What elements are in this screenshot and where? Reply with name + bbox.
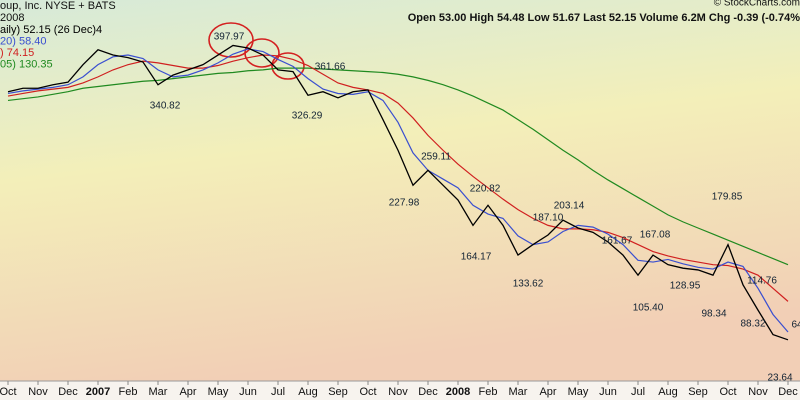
annotation: 88.32 <box>740 319 765 330</box>
x-tick-label: Jun <box>239 386 257 398</box>
annotation: 98.34 <box>701 309 726 320</box>
quote: Open 53.00 High 54.48 Low 51.67 Last 52.… <box>408 12 800 24</box>
moving-average <box>7 67 789 266</box>
annotation: 203.14 <box>554 201 585 212</box>
x-tick-label: Jun <box>599 386 617 398</box>
x-tick-label: Oct <box>719 386 736 398</box>
legend-entry: 05) 130.35 <box>0 58 53 70</box>
x-tick-label: Mar <box>509 386 528 398</box>
legend-entry: 20) 58.40 <box>0 35 46 47</box>
x-tick-label: Aug <box>298 386 318 398</box>
chart-title: oup, Inc. NYSE + BATS <box>0 0 116 12</box>
annotation: 179.85 <box>712 192 743 203</box>
x-tick-label: Apr <box>539 386 556 398</box>
annotation: 361.66 <box>315 62 346 73</box>
annotation: 220.82 <box>470 184 501 195</box>
x-tick-label: Jul <box>631 386 645 398</box>
annotation: 64 <box>791 320 800 331</box>
circle <box>271 52 305 80</box>
x-tick-label: 2008 <box>446 386 470 398</box>
x-tick-label: Dec <box>778 386 798 398</box>
x-tick-label: Nov <box>388 386 408 398</box>
moving-average <box>7 48 789 333</box>
annotation: 259.11 <box>421 152 451 163</box>
annotation: 105.40 <box>633 303 664 314</box>
x-tick-label: Oct <box>0 386 17 398</box>
x-tick-label: Apr <box>179 386 196 398</box>
annotation: 167.08 <box>640 230 671 241</box>
x-tick-label: Oct <box>359 386 376 398</box>
x-tick-label: Aug <box>658 386 678 398</box>
annotation: 397.97 <box>214 32 245 43</box>
annotation: 114.76 <box>747 276 777 287</box>
x-tick-label: Feb <box>119 386 138 398</box>
x-tick-label: Sep <box>328 386 348 398</box>
x-tick-label: Nov <box>28 386 48 398</box>
x-tick-label: Feb <box>479 386 498 398</box>
annotation: 133.62 <box>513 279 544 290</box>
x-tick-label: Jul <box>271 386 285 398</box>
x-tick-label: Dec <box>58 386 78 398</box>
legend-entry: ) 74.15 <box>0 47 34 59</box>
annotation: 340.82 <box>150 101 181 112</box>
annotation: 23.64 <box>767 373 792 384</box>
moving-average <box>7 54 789 302</box>
annotation: 187.10 <box>533 213 564 224</box>
highlight-circles <box>208 22 305 80</box>
x-tick-label: 2007 <box>86 386 110 398</box>
circle <box>244 38 280 68</box>
x-tick-label: Dec <box>418 386 438 398</box>
circle <box>208 22 254 58</box>
annotation: 128.95 <box>670 281 701 292</box>
x-tick-label: Nov <box>748 386 768 398</box>
axis-strip <box>0 381 800 400</box>
x-tick-label: Sep <box>688 386 708 398</box>
annotation: 161.67 <box>602 236 633 247</box>
x-tick-label: Mar <box>149 386 168 398</box>
plot-background <box>0 0 800 381</box>
chart-subtitle: 2008 <box>0 12 24 24</box>
annotation: 227.98 <box>389 198 420 209</box>
price-line <box>7 44 789 341</box>
annotation: 326.29 <box>292 111 323 122</box>
x-tick-label: May <box>568 386 589 398</box>
annotation: 164.17 <box>461 252 492 263</box>
x-tick-label: May <box>208 386 229 398</box>
legend-entry: aily) 52.15 (26 Dec)4 <box>0 24 102 36</box>
credit: © StockCharts.com <box>714 0 800 9</box>
